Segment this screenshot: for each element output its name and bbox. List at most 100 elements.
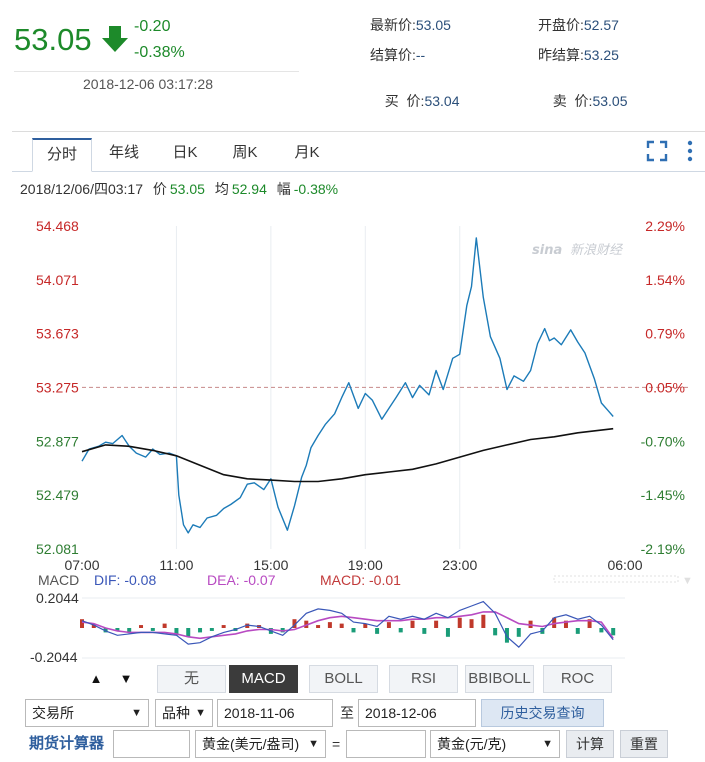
fullscreen-icon[interactable]: [646, 140, 668, 162]
macd-bar: [575, 628, 580, 634]
scale-up-button[interactable]: ▲: [89, 671, 103, 686]
macd-bar: [351, 628, 356, 633]
settle-price-cell: 结算价:--: [370, 45, 425, 65]
y-left-tick-label: 53.673: [36, 326, 79, 342]
indicator-bbiboll-tab[interactable]: BBIBOLL: [465, 665, 534, 693]
calculate-button[interactable]: 计算: [566, 730, 614, 758]
macd-bar: [611, 628, 616, 636]
unit-select-to[interactable]: 黄金(元/克) ▼: [430, 730, 560, 758]
indicator-rsi-tab[interactable]: RSI: [389, 665, 458, 693]
chevron-down-icon: ▼: [195, 707, 206, 719]
ask-price-cell: 卖 价:53.05: [545, 75, 628, 111]
macd-legend-macd: MACD: -0.01: [320, 572, 401, 588]
unit-select-to-value: 黄金(元/克): [437, 736, 507, 752]
macd-bar: [469, 619, 474, 628]
bid-price-cell: 买 价:53.04: [377, 75, 460, 111]
macd-y-tick-label: -0.2044: [30, 649, 78, 665]
reset-button[interactable]: 重置: [620, 730, 668, 758]
settle-price-label: 结算价:: [370, 47, 416, 63]
macd-legend-dif: DIF: -0.08: [94, 572, 156, 588]
macd-bar: [504, 628, 509, 643]
macd-bar: [445, 628, 450, 637]
open-price-value: 52.57: [583, 17, 619, 33]
macd-bar: [386, 622, 391, 628]
scale-down-button[interactable]: ▼: [119, 671, 133, 686]
y-right-tick-label: -2.19%: [641, 541, 685, 557]
bid-price-label: 买 价:: [384, 93, 425, 109]
y-left-tick-label: 53.275: [36, 380, 79, 396]
macd-dif-line: [81, 600, 614, 648]
macd-bar: [398, 628, 403, 633]
info-amp-label: 幅: [276, 181, 291, 197]
macd-bar: [221, 625, 226, 628]
exchange-select[interactable]: 交易所 ▼: [25, 699, 149, 727]
y-right-tick-label: 0.05%: [645, 380, 685, 396]
macd-bar: [91, 623, 96, 628]
variety-select[interactable]: 品种 ▼: [155, 699, 213, 727]
calc-result-input[interactable]: [346, 730, 426, 758]
indicator-boll-tab[interactable]: BOLL: [309, 665, 378, 693]
variety-select-value: 品种: [162, 705, 190, 721]
price-series-line: [81, 237, 614, 534]
macd-bar: [599, 628, 604, 633]
scroll-down-icon[interactable]: ▼: [682, 575, 693, 587]
indicator-none-tab[interactable]: 无: [157, 665, 226, 693]
ask-price-value: 53.05: [592, 93, 628, 109]
last-price: 53.05: [14, 22, 92, 57]
unit-select-from-value: 黄金(美元/盎司): [202, 736, 300, 752]
tab-year-line[interactable]: 年线: [108, 144, 139, 161]
info-datetime: 2018/12/06/四03:17: [20, 181, 143, 197]
indicator-macd-tab[interactable]: MACD: [229, 665, 298, 693]
macd-bar: [103, 628, 108, 633]
latest-price-cell: 最新价:53.05: [370, 15, 451, 35]
y-right-tick-label: -0.70%: [641, 433, 685, 449]
macd-bar: [150, 628, 155, 631]
tab-weekly-k[interactable]: 周K: [232, 144, 258, 161]
exchange-select-value: 交易所: [32, 705, 74, 721]
info-avg-label: 均: [214, 181, 229, 197]
macd-bar: [245, 623, 250, 628]
futures-calculator-label: 期货计算器: [29, 735, 105, 752]
y-left-tick-label: 52.081: [36, 541, 79, 557]
macd-bar: [198, 628, 203, 633]
end-date-input[interactable]: 2018-12-06: [358, 699, 476, 727]
x-tick-label: 23:00: [442, 557, 477, 573]
chevron-down-icon: ▼: [542, 738, 553, 750]
macd-bar: [209, 628, 214, 631]
unit-select-from[interactable]: 黄金(美元/盎司) ▼: [195, 730, 326, 758]
latest-price-label: 最新价:: [370, 17, 416, 33]
x-tick-label: 06:00: [607, 557, 642, 573]
timeline-scroll-track[interactable]: ▼: [553, 575, 693, 587]
price-change: -0.20: [134, 18, 171, 35]
tab-daily-k[interactable]: 日K: [172, 144, 198, 161]
macd-bar: [162, 623, 167, 628]
start-date-input[interactable]: 2018-11-06: [217, 699, 333, 727]
more-vertical-icon[interactable]: [687, 140, 693, 162]
info-amp-value: -0.38%: [293, 181, 339, 197]
macd-bar: [363, 623, 368, 628]
y-left-tick-label: 54.468: [36, 218, 79, 234]
macd-bar: [457, 617, 462, 628]
tab-monthly-k[interactable]: 月K: [294, 144, 320, 161]
macd-bar: [292, 619, 297, 628]
macd-bar: [316, 625, 321, 628]
prev-settle-label: 昨结算:: [538, 47, 584, 63]
indicator-roc-tab[interactable]: ROC: [543, 665, 612, 693]
ask-price-label: 卖 价:: [552, 93, 593, 109]
history-query-button[interactable]: 历史交易查询: [481, 699, 604, 727]
macd-bar: [516, 628, 521, 637]
chart-tabs-bar: 分时 年线 日K 周K 月K: [12, 132, 705, 172]
y-right-tick-label: 1.54%: [645, 272, 685, 288]
open-price-label: 开盘价:: [538, 17, 584, 33]
down-arrow-icon: [102, 26, 128, 52]
macd-bar: [339, 623, 344, 628]
tab-intraday[interactable]: 分时: [32, 138, 92, 172]
calc-amount-input[interactable]: [113, 730, 190, 758]
date-range-to-label: 至: [340, 705, 354, 721]
macd-bar: [80, 619, 84, 628]
y-left-tick-label: 52.877: [36, 433, 79, 449]
macd-bar: [563, 620, 568, 628]
macd-bar: [587, 619, 592, 628]
y-right-tick-label: 2.29%: [645, 218, 685, 234]
prev-settle-cell: 昨结算:53.25: [538, 45, 619, 65]
